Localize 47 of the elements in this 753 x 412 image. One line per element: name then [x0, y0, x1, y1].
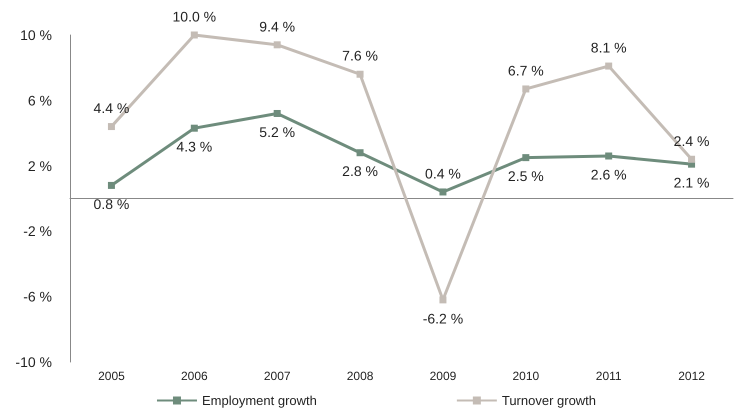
x-tick-label: 2011	[596, 369, 622, 383]
data-label: 6.7 %	[508, 62, 544, 78]
x-tick-label: 2007	[264, 369, 291, 383]
y-tick-label: 2 %	[28, 158, 52, 174]
data-label: -6.2 %	[422, 310, 464, 326]
x-tick-label: 2012	[678, 369, 706, 383]
x-tick-label: 2005	[98, 369, 126, 383]
point	[356, 70, 364, 78]
data-label: 7.6 %	[342, 48, 378, 64]
point	[108, 123, 115, 130]
y-tick-label: -10 %	[15, 354, 52, 370]
data-label: 2.1 %	[674, 174, 710, 191]
data-label: 5.2 %	[259, 124, 296, 140]
data-label: 2.5 %	[508, 168, 544, 184]
legend-label: Turnover growth	[502, 393, 596, 408]
data-label: 4.4 %	[94, 100, 130, 116]
x-tick-label: 2010	[512, 369, 540, 383]
y-tick-label: 10 %	[20, 27, 52, 43]
point	[605, 152, 612, 160]
data-label: 2.6 %	[590, 166, 627, 182]
legend-label: Employment growth	[202, 393, 317, 408]
data-label: 2.8 %	[342, 163, 378, 180]
data-label: 0.4 %	[425, 165, 461, 182]
point	[356, 149, 364, 156]
point	[108, 182, 115, 189]
y-tick-label: -6 %	[23, 288, 52, 305]
point	[190, 124, 198, 132]
x-tick-label: 2009	[430, 369, 457, 383]
point	[439, 188, 446, 196]
point	[688, 156, 696, 163]
y-tick-label: -2 %	[23, 223, 52, 240]
y-tick-label: 6 %	[28, 92, 52, 108]
data-label: 2.4 %	[674, 132, 710, 149]
point	[522, 85, 530, 92]
point	[439, 296, 446, 304]
data-label: 4.3 %	[176, 138, 212, 155]
data-label: 8.1 %	[590, 40, 627, 56]
x-tick-label: 2006	[180, 369, 208, 383]
point	[522, 154, 530, 162]
point	[190, 32, 198, 38]
data-label: 0.8 %	[94, 196, 130, 212]
point	[274, 110, 281, 117]
point	[274, 41, 281, 48]
data-label: 10.0 %	[172, 8, 216, 24]
data-label: 9.4 %	[259, 18, 296, 34]
x-tick-label: 2008	[346, 369, 374, 383]
point	[605, 62, 612, 70]
